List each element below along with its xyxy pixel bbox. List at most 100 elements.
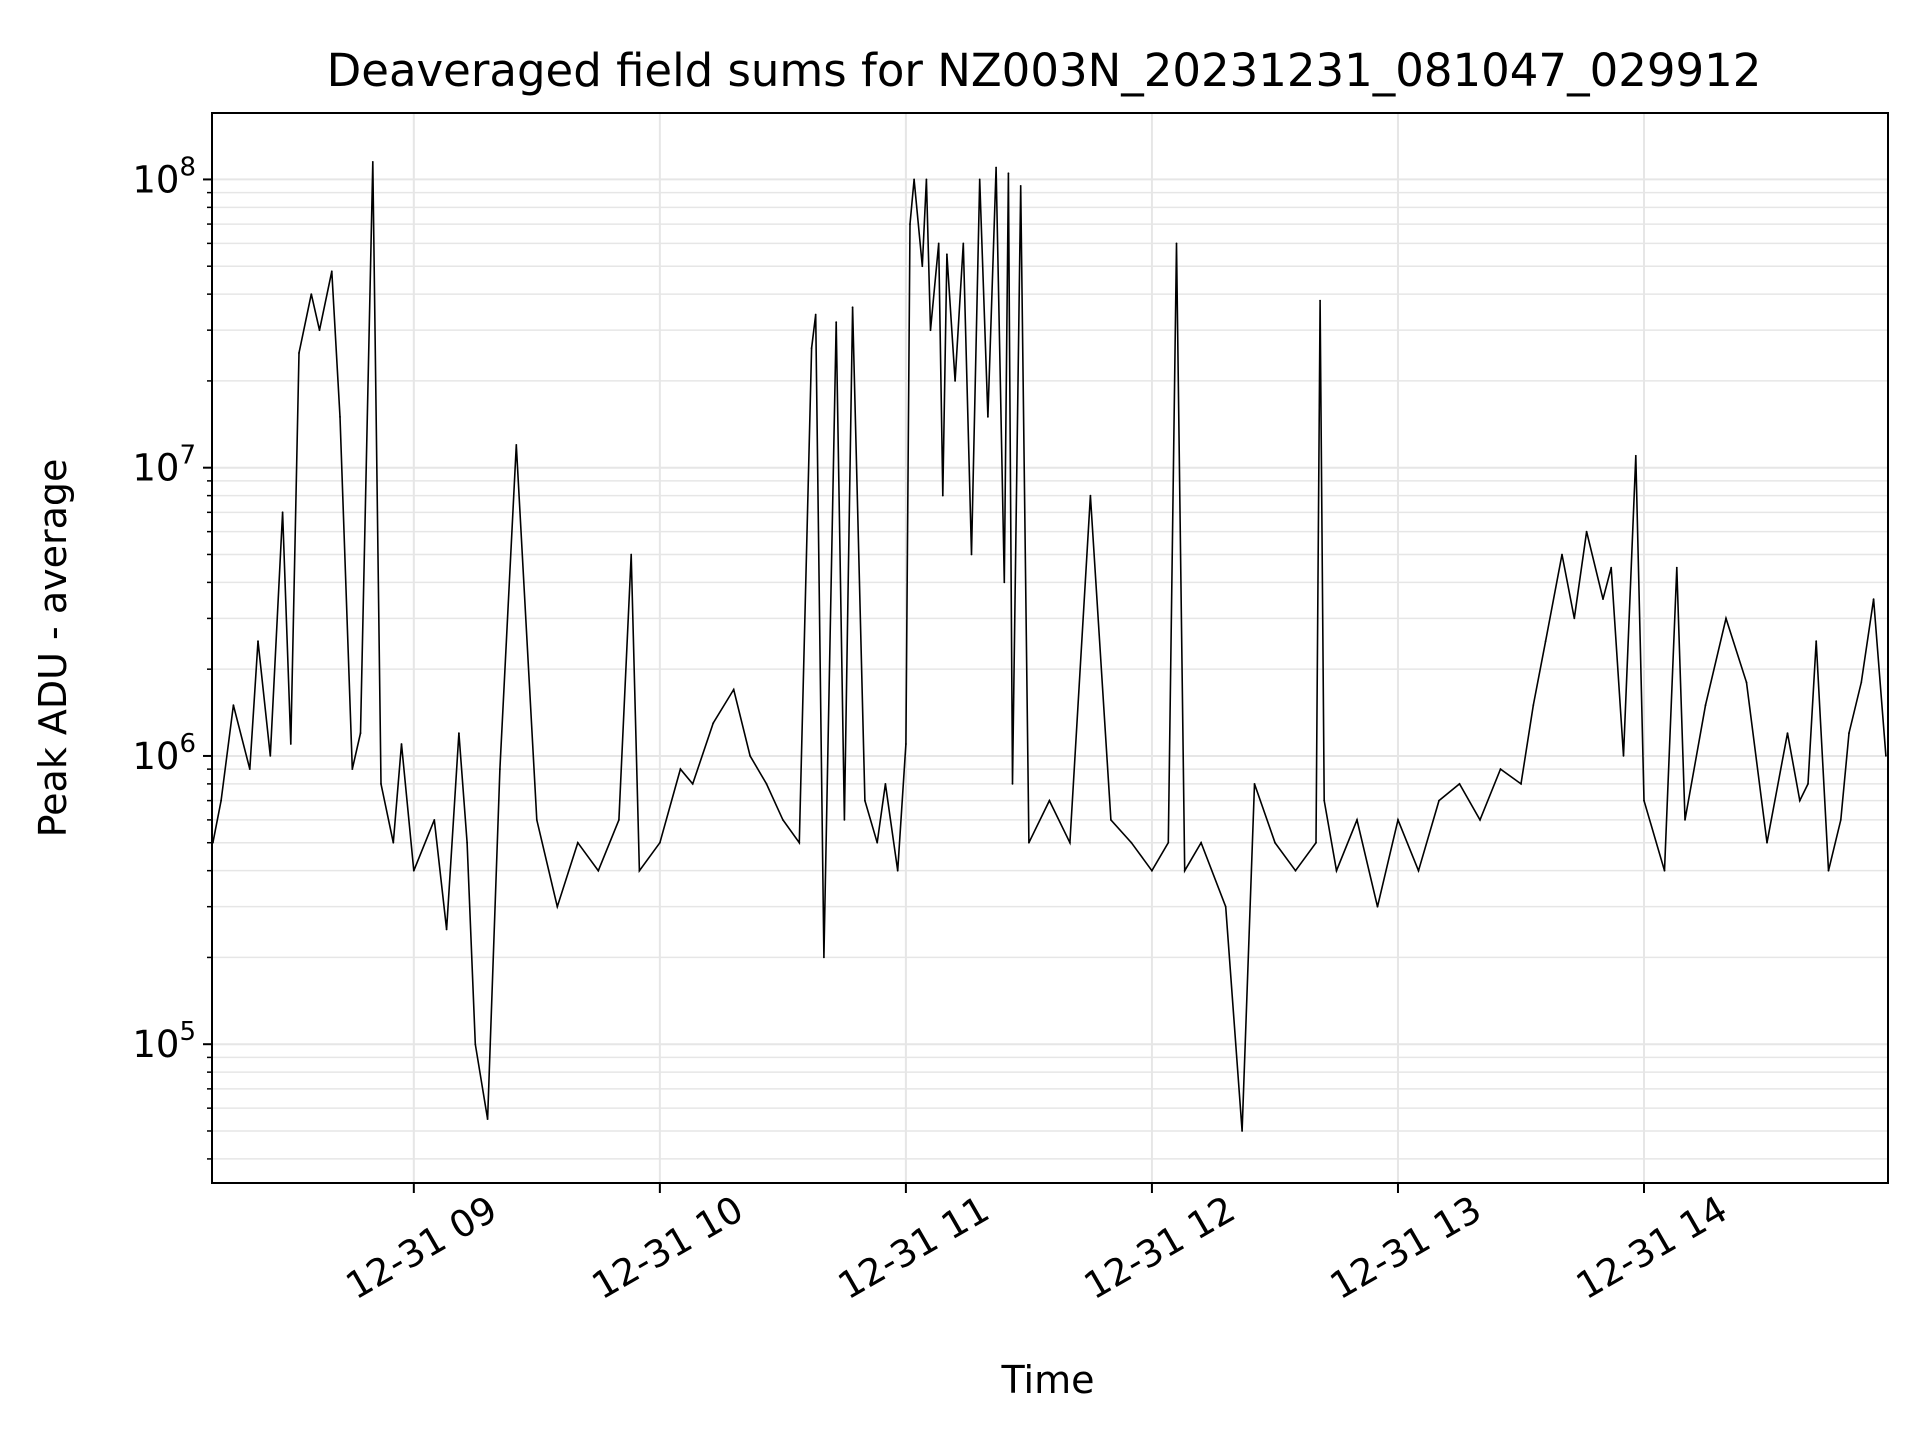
data-point <box>1544 640 1547 643</box>
x-axis-label: Time <box>1001 1358 1095 1402</box>
x-tick-label: 12-31 10 <box>585 1188 751 1308</box>
y-axis-label: Peak ADU - average <box>31 459 75 838</box>
data-point <box>1417 869 1420 872</box>
data-point <box>351 768 354 770</box>
y-tick-exponent: 7 <box>179 441 196 471</box>
data-point <box>962 242 965 245</box>
data-point <box>257 640 259 643</box>
data-point <box>318 329 321 332</box>
data-point <box>1839 819 1842 821</box>
data-point <box>289 743 292 745</box>
y-tick-base: 10 <box>132 1023 179 1066</box>
data-point <box>1397 819 1399 821</box>
data-point <box>851 306 854 309</box>
y-tick-exponent: 6 <box>179 729 196 759</box>
data-point <box>946 253 948 256</box>
data-point <box>1356 819 1358 821</box>
data-point <box>1610 566 1613 569</box>
x-tick-label: 12-31 12 <box>1077 1188 1243 1308</box>
data-point <box>712 722 715 724</box>
y-tick-label: 106 <box>132 729 196 778</box>
data-point <box>486 1118 489 1120</box>
data-point <box>937 242 940 245</box>
data-point <box>1885 755 1887 757</box>
data-point <box>433 819 436 821</box>
data-point <box>1634 454 1637 457</box>
data-point <box>1183 869 1186 872</box>
series-line <box>212 161 1887 1132</box>
data-point <box>1479 819 1481 821</box>
data-point <box>630 553 633 556</box>
data-point <box>1151 869 1153 872</box>
data-point <box>556 905 559 908</box>
data-point <box>941 494 944 497</box>
data-point <box>1274 841 1276 844</box>
y-tick-label: 108 <box>132 152 196 201</box>
data-point <box>843 819 846 821</box>
data-point <box>400 743 403 745</box>
data-point <box>925 178 928 181</box>
data-point <box>618 819 620 821</box>
data-point <box>1520 783 1522 785</box>
y-tick-exponent: 5 <box>179 1017 196 1047</box>
data-point <box>1848 732 1850 734</box>
data-point <box>1675 566 1678 569</box>
y-tick-label: 107 <box>132 441 196 490</box>
data-point <box>1827 869 1830 872</box>
data-point <box>679 768 682 770</box>
data-point <box>905 743 907 745</box>
grid <box>212 113 1888 1183</box>
data-point <box>929 329 932 332</box>
data-point <box>1069 841 1071 844</box>
data-point <box>1241 1130 1243 1132</box>
y-tick-exponent: 8 <box>179 152 196 182</box>
data-point <box>359 732 362 734</box>
x-tick-label: 12-31 14 <box>1569 1188 1735 1308</box>
data-point <box>281 511 284 514</box>
data-point <box>1319 299 1321 302</box>
data-point <box>1048 799 1051 802</box>
data-point <box>380 783 382 785</box>
plot-frame <box>211 112 1889 1184</box>
data-point <box>921 265 924 268</box>
data-point <box>1335 869 1338 872</box>
data-point <box>810 347 813 349</box>
data-point <box>1110 819 1112 821</box>
data-point <box>515 444 518 446</box>
data-point <box>798 841 801 844</box>
data-point <box>1089 494 1092 497</box>
data-point <box>732 688 735 691</box>
data-point <box>1323 799 1326 802</box>
data-point <box>445 928 448 931</box>
data-point <box>310 293 313 295</box>
data-point <box>691 783 694 785</box>
data-point <box>970 553 973 556</box>
data-point <box>1315 841 1317 844</box>
data-point <box>913 178 915 181</box>
data-point <box>978 178 981 181</box>
data-point <box>954 380 956 382</box>
data-point <box>896 869 899 872</box>
data-point <box>248 768 251 770</box>
data-point <box>1253 783 1256 785</box>
y-tick-label: 105 <box>132 1017 196 1066</box>
data-point <box>1458 783 1461 785</box>
data-point <box>1643 799 1645 802</box>
data-point <box>1663 869 1666 872</box>
data-point <box>659 841 661 844</box>
y-tick-base: 10 <box>132 735 179 778</box>
data-point <box>499 768 501 770</box>
data-point <box>638 869 641 872</box>
data-point <box>535 819 538 821</box>
data-point <box>1019 185 1022 187</box>
data-point <box>1786 732 1789 734</box>
x-tick-label: 12-31 09 <box>339 1188 505 1308</box>
data-point <box>232 704 235 707</box>
data-point <box>1167 841 1170 844</box>
y-tick-base: 10 <box>132 447 179 490</box>
data-point <box>371 161 374 163</box>
data-point <box>474 1043 477 1046</box>
data-point <box>458 732 460 734</box>
